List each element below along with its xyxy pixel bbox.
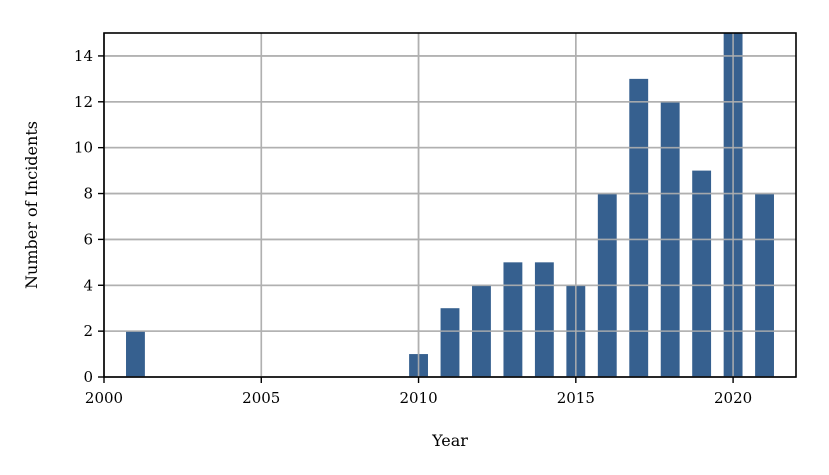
bar-2017 [629, 78, 649, 377]
x-tick-label: 2015 [557, 389, 595, 407]
y-tick-label: 14 [74, 47, 93, 65]
plot-frame [103, 32, 797, 378]
y-tick-label: 8 [83, 185, 93, 203]
bar-2001 [126, 331, 145, 377]
y-tick-label: 2 [83, 322, 93, 340]
x-tick-label: 2000 [85, 389, 123, 407]
x-tick-label: 2005 [242, 389, 280, 407]
y-axis-title: Number of Incidents [22, 121, 41, 289]
axis-ticks: 2000 2005 2010 2015 2020 0 2 4 6 8 10 12 14 [74, 47, 752, 407]
bar-2019 [692, 170, 712, 377]
x-tick-label: 2010 [399, 389, 437, 407]
bar-2014 [534, 262, 554, 377]
y-tick-label: 12 [74, 93, 93, 111]
x-tick-label: 2020 [714, 389, 752, 407]
x-axis-title: Year [431, 431, 468, 450]
y-tick-label: 10 [74, 139, 93, 157]
bars [103, 33, 796, 378]
bar-2013 [503, 262, 523, 377]
y-tick-label: 4 [83, 276, 93, 294]
y-tick-label: 6 [83, 230, 93, 248]
bar-2011 [440, 308, 460, 377]
y-tick-label: 0 [83, 368, 93, 386]
